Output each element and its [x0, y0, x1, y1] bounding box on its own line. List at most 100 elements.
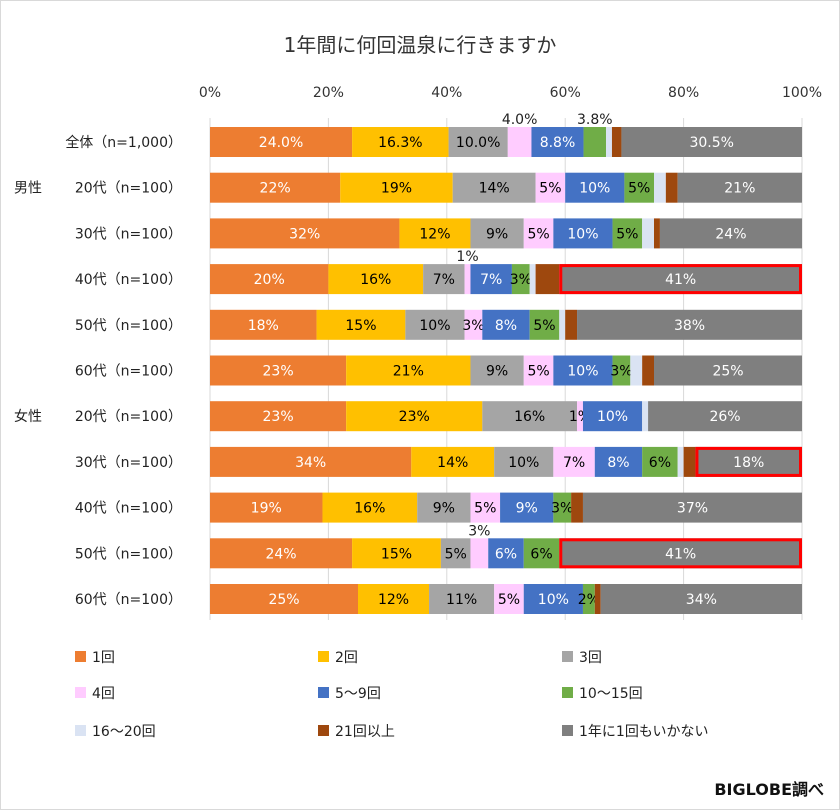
data-label: 3%	[462, 318, 484, 334]
data-label: 3%	[551, 501, 573, 517]
bar-segment	[535, 172, 566, 203]
bar-segment	[582, 492, 802, 523]
bar-segment	[594, 584, 601, 614]
data-label: 34%	[295, 455, 326, 471]
data-label: 12%	[419, 226, 450, 242]
bar-segment	[611, 127, 622, 157]
bar-segment	[482, 401, 578, 432]
bar-segment	[470, 264, 512, 295]
legend-swatch	[75, 687, 86, 698]
bar-segment	[535, 264, 560, 295]
data-label: 5%	[539, 181, 561, 197]
data-label: 37%	[677, 501, 708, 517]
bar-segment	[488, 538, 524, 569]
bar-segment	[210, 538, 353, 569]
data-label: 5%	[533, 318, 555, 334]
data-label: 22%	[260, 181, 291, 197]
bar-segment	[654, 218, 660, 249]
bar-segment	[470, 538, 489, 569]
data-label: 5%	[628, 181, 650, 197]
bar-segment	[606, 127, 612, 157]
legend-label: 1年に1回もいかない	[579, 724, 709, 740]
data-label: 5%	[498, 592, 520, 608]
bar-segment	[210, 218, 400, 249]
legend-label: 16～20回	[92, 724, 156, 740]
bar-segment	[210, 127, 353, 157]
data-label: 3%	[510, 272, 532, 288]
legend-swatch	[318, 651, 329, 662]
bar-segment	[565, 309, 578, 340]
legend-item: 3回	[562, 650, 602, 666]
legend-label: 1回	[92, 650, 115, 666]
bar-segment	[464, 264, 471, 295]
data-label: 18%	[733, 455, 764, 471]
data-label: 41%	[665, 546, 696, 562]
bar-segment	[470, 218, 524, 249]
data-label: 6%	[649, 455, 671, 471]
bar-segment	[523, 218, 554, 249]
bar-segment	[210, 492, 323, 523]
data-label: 16.3%	[378, 135, 422, 151]
data-label: 19%	[251, 501, 282, 517]
bar-segment	[553, 492, 572, 523]
bar-segment	[559, 538, 802, 569]
credit-text: BIGLOBE調べ	[714, 780, 824, 799]
row-label: 60代（n=100）	[75, 592, 182, 608]
data-label: 5%	[474, 501, 496, 517]
legend-item: 4回	[75, 686, 115, 702]
bar-segment	[210, 355, 347, 386]
bar-segment	[210, 172, 341, 203]
bar-segment	[582, 401, 643, 432]
data-label: 10%	[567, 364, 598, 380]
data-label: 19%	[381, 181, 412, 197]
bar-segment	[553, 446, 595, 477]
row-label: 20代（n=100）	[75, 409, 182, 425]
data-label: 25%	[268, 592, 299, 608]
data-label: 9%	[486, 226, 508, 242]
bar-segment	[565, 172, 625, 203]
data-label: 7%	[433, 272, 455, 288]
legend: 1回 2回 3回 4回 5～9回 10～15回 16～20回 21回以上 1年に1回もいかない	[75, 650, 709, 740]
legend-item: 16～20回	[75, 724, 156, 740]
row-label: 30代（n=100）	[75, 226, 182, 242]
bar-segment	[529, 264, 536, 295]
data-label: 14%	[437, 455, 468, 471]
bar-row: 30代（n=100） 34% 14% 10% 7% 8% 6% 18%	[75, 446, 802, 477]
data-label: 9%	[433, 501, 455, 517]
bar-segment	[500, 492, 554, 523]
row-label: 40代（n=100）	[75, 272, 182, 288]
legend-label: 5～9回	[335, 686, 381, 702]
x-tick-label: 80%	[668, 85, 699, 101]
x-tick-label: 20%	[313, 85, 344, 101]
data-label: 41%	[665, 272, 696, 288]
bar-segment	[600, 584, 802, 614]
bar-row: 60代（n=100） 23% 21% 9% 5% 10% 3% 25%	[75, 355, 802, 386]
row-label: 50代（n=100）	[75, 318, 182, 334]
bar-segment	[659, 218, 802, 249]
bar-segment	[523, 584, 583, 614]
bar-row: 20代（n=100） 男性 22% 19% 14% 5% 10% 5% 21%	[14, 172, 802, 203]
data-label: 7%	[563, 455, 585, 471]
bar-segment	[494, 584, 524, 614]
bar-segment	[399, 218, 471, 249]
data-label: 23%	[399, 409, 430, 425]
data-label: 14%	[479, 181, 510, 197]
data-label: 30.5%	[689, 135, 733, 151]
bar-segment	[677, 446, 684, 477]
bar-segment	[642, 355, 654, 386]
group-label: 女性	[14, 408, 42, 425]
bar-row: 40代（n=100） 20% 16% 7%1%7% 3% 41%	[75, 249, 803, 295]
bar-segment	[352, 127, 449, 157]
data-label: 10%	[508, 455, 539, 471]
x-tick-label: 0%	[199, 85, 221, 101]
bar-segment	[630, 355, 643, 386]
bar-row: 50代（n=100） 18% 15% 10% 3% 8% 5% 38%	[75, 309, 802, 340]
data-label: 20%	[254, 272, 285, 288]
bar-segment	[612, 218, 643, 249]
data-label: 10%	[538, 592, 569, 608]
data-label: 3%	[610, 364, 632, 380]
data-label: 10%	[579, 181, 610, 197]
bar-segment	[210, 264, 329, 295]
bar-segment	[523, 355, 554, 386]
bar-segment	[210, 309, 317, 340]
